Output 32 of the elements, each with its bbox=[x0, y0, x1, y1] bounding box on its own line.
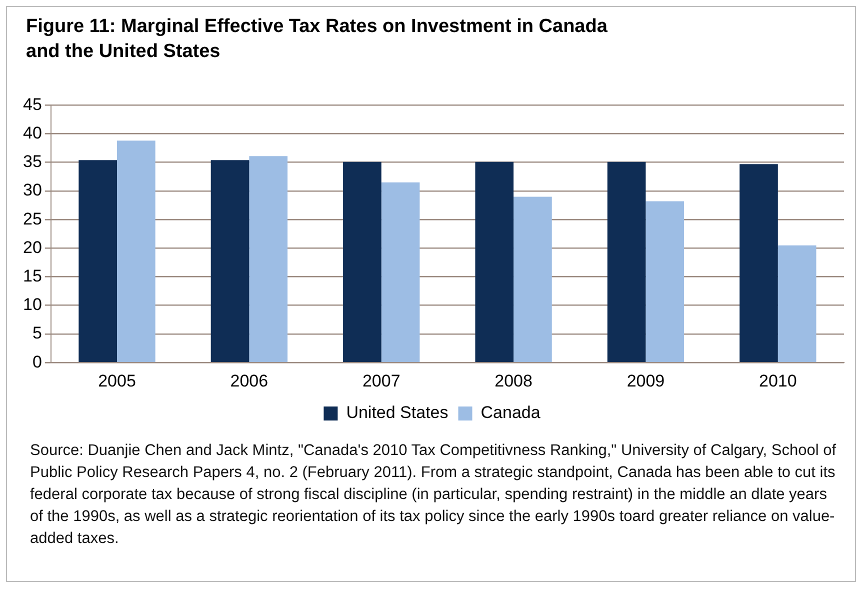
y-tick-label: 40 bbox=[22, 123, 42, 142]
y-tick-label: 0 bbox=[32, 352, 42, 372]
bar bbox=[381, 182, 420, 362]
bar bbox=[607, 162, 646, 362]
source-note: Source: Duanjie Chen and Jack Mintz, "Canada's 2010 Tax Competitivness Ranking," University of Calgary, School of Public Policy Research Papers 4, no. 2 (February 2011). From a strategic standpoint, Canada has been able to cut its federal corporate tax because of strong fiscal discipline (in particular, spending restraint) in the middle an dlate years of the 1990s, as well as a strategic reorientation of its tax policy since the early 1990s toard greater reliance on value-added taxes. bbox=[30, 441, 838, 549]
bar bbox=[78, 160, 117, 362]
bar bbox=[475, 162, 514, 362]
bar bbox=[210, 160, 250, 362]
legend-label: Canada bbox=[480, 403, 541, 422]
bar bbox=[778, 245, 816, 362]
y-tick-label: 35 bbox=[22, 152, 42, 172]
x-tick-label: 2005 bbox=[98, 371, 136, 390]
y-tick-label: 25 bbox=[22, 209, 42, 228]
bar bbox=[117, 140, 156, 362]
x-tick-label: 2006 bbox=[230, 371, 268, 390]
y-tick-label: 5 bbox=[32, 324, 42, 343]
bar bbox=[249, 156, 288, 362]
chart-title: Figure 11: Marginal Effective Tax Rates on Investment in Canada and the United States bbox=[26, 15, 608, 64]
x-tick-label: 2010 bbox=[758, 371, 797, 390]
y-tick-label: 15 bbox=[22, 266, 42, 286]
y-tick-label: 10 bbox=[22, 295, 42, 314]
legend-label: United States bbox=[346, 403, 448, 422]
y-tick-label: 20 bbox=[22, 238, 42, 257]
x-tick-label: 2009 bbox=[626, 371, 665, 390]
bar bbox=[343, 162, 382, 362]
x-tick-label: 2008 bbox=[494, 371, 532, 390]
y-tick-label: 30 bbox=[22, 180, 42, 200]
bar bbox=[646, 201, 684, 362]
bar bbox=[740, 164, 778, 362]
x-tick-label: 2007 bbox=[362, 371, 400, 390]
y-tick-label: 45 bbox=[22, 94, 42, 114]
bar bbox=[514, 196, 552, 362]
